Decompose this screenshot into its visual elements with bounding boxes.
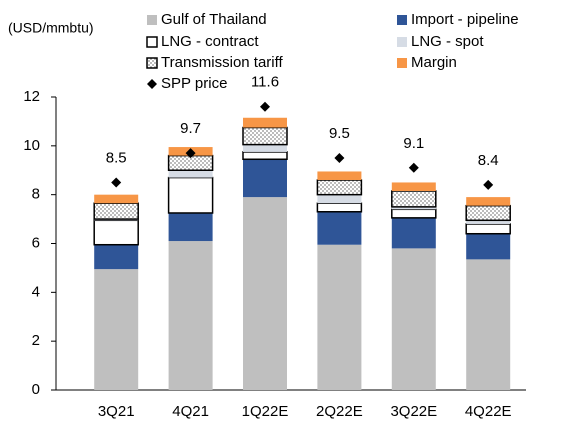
y-tick-label: 10 <box>23 137 40 154</box>
bar-segment <box>243 117 287 128</box>
spp-marker <box>483 179 494 190</box>
legend-label: Margin <box>411 54 457 71</box>
bar-segment <box>93 202 139 220</box>
legend-swatch <box>146 57 158 69</box>
bar-segment <box>466 233 511 260</box>
x-tick-label: 3Q22E <box>390 403 437 420</box>
bar-segment <box>243 159 287 198</box>
value-label: 8.4 <box>478 152 499 169</box>
bar-segment <box>316 202 363 213</box>
legend-label: LNG - spot <box>411 33 484 50</box>
bar-segment <box>94 194 139 204</box>
bar-segment <box>94 244 139 270</box>
bar-segment <box>391 217 436 249</box>
bar-segment <box>243 197 287 390</box>
bar-segment <box>317 194 362 204</box>
y-tick-label: 4 <box>32 283 40 300</box>
value-label: 9.7 <box>180 120 201 137</box>
bar-segment <box>391 190 437 208</box>
legend-swatch <box>147 79 157 89</box>
legend-label: Transmission tariff <box>161 54 284 71</box>
bar-segment <box>242 126 288 146</box>
legend-label: Import - pipeline <box>411 11 519 28</box>
bar-segment <box>317 211 362 245</box>
y-tick-label: 8 <box>32 186 40 203</box>
bar-segment <box>391 206 436 210</box>
spp-marker <box>185 148 196 159</box>
x-tick-label: 2Q22E <box>316 403 363 420</box>
spp-marker <box>408 162 419 173</box>
legend-swatch <box>397 37 407 47</box>
value-label: 8.5 <box>106 149 127 166</box>
bar-segment <box>391 208 437 219</box>
bar-segment <box>316 179 363 196</box>
legend-label: LNG - contract <box>161 33 259 50</box>
bar-segment <box>466 259 511 390</box>
bar-segment <box>466 220 511 224</box>
legend-swatch <box>397 15 407 25</box>
bar-segment <box>243 144 287 152</box>
value-label: 9.5 <box>329 125 350 142</box>
legend-swatch <box>397 58 407 68</box>
y-tick-label: 6 <box>32 234 40 251</box>
bar-segment <box>242 151 288 161</box>
legend-label: Gulf of Thailand <box>161 11 267 28</box>
y-axis-label: (USD/mmbtu) <box>8 20 94 36</box>
bar-segment <box>466 197 511 206</box>
x-tick-label: 3Q21 <box>98 403 135 420</box>
bar-segment <box>168 212 213 242</box>
bar-segment <box>465 223 511 235</box>
value-label: 11.6 <box>251 74 279 91</box>
x-tick-label: 4Q21 <box>172 403 209 420</box>
legend-swatch <box>146 36 158 48</box>
bar-segment <box>465 204 511 222</box>
x-tick-label: 1Q22E <box>242 403 289 420</box>
legend-swatch <box>147 15 157 25</box>
bar-segment <box>317 244 362 390</box>
y-tick-label: 0 <box>32 381 40 398</box>
spp-marker <box>334 153 345 164</box>
bar-segment <box>167 176 214 214</box>
spp-marker <box>111 177 122 188</box>
bar-segment <box>391 248 436 390</box>
y-tick-label: 2 <box>32 332 40 349</box>
bar-segment <box>168 170 213 178</box>
bar-segment <box>94 269 139 390</box>
bar-segment <box>93 219 139 246</box>
y-tick-label: 12 <box>23 88 40 105</box>
x-tick-label: 4Q22E <box>465 403 512 420</box>
legend-label: SPP price <box>161 75 227 92</box>
bar-segment <box>391 182 436 192</box>
spp-marker <box>260 101 270 112</box>
bar-segment <box>168 241 213 390</box>
value-label: 9.1 <box>403 135 424 152</box>
bar-segment <box>317 171 362 181</box>
